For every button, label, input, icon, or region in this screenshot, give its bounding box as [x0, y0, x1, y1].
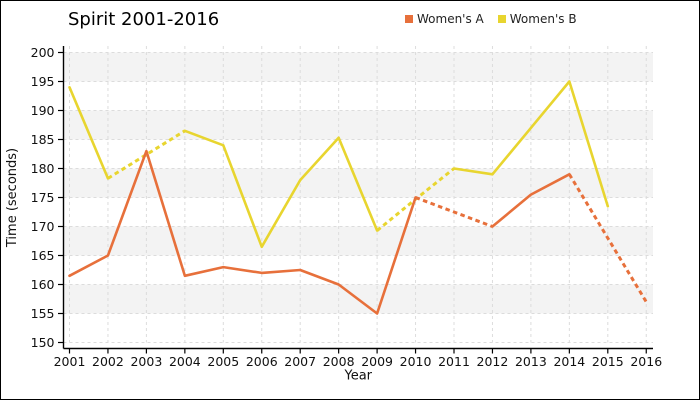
svg-text:2004: 2004: [169, 354, 201, 369]
svg-text:160: 160: [31, 277, 55, 292]
background-bands: [63, 52, 653, 314]
tick-marks: [58, 51, 647, 354]
svg-text:170: 170: [31, 219, 55, 234]
svg-text:2012: 2012: [477, 354, 509, 369]
svg-text:2003: 2003: [130, 354, 162, 369]
legend: Women's A Women's B: [405, 12, 577, 26]
legend-label-womens-a: Women's A: [417, 12, 484, 26]
svg-text:2016: 2016: [630, 354, 662, 369]
gridlines: [63, 46, 653, 343]
legend-label-womens-b: Women's B: [509, 12, 577, 26]
svg-text:165: 165: [31, 248, 55, 263]
svg-text:2002: 2002: [92, 354, 124, 369]
svg-text:150: 150: [31, 335, 55, 350]
series-line-women-s-a: [68, 149, 648, 315]
svg-text:2014: 2014: [553, 354, 585, 369]
svg-text:185: 185: [31, 132, 55, 147]
svg-text:2010: 2010: [400, 354, 432, 369]
svg-text:2015: 2015: [592, 354, 624, 369]
y-axis-title: Time (seconds): [5, 148, 20, 248]
svg-text:195: 195: [31, 74, 55, 89]
svg-text:2001: 2001: [54, 354, 86, 369]
svg-text:155: 155: [31, 306, 55, 321]
chart-title: Spirit 2001-2016: [68, 9, 220, 30]
svg-text:190: 190: [31, 103, 55, 118]
svg-text:2011: 2011: [438, 354, 470, 369]
x-axis-title: Year: [343, 369, 372, 384]
legend-marker-womens-b-icon: [497, 15, 506, 23]
svg-text:200: 200: [31, 45, 55, 60]
legend-item-womens-a[interactable]: Women's A: [405, 12, 484, 26]
svg-text:180: 180: [31, 161, 55, 176]
svg-text:2005: 2005: [207, 354, 239, 369]
svg-text:2013: 2013: [515, 354, 547, 369]
svg-text:2006: 2006: [246, 354, 278, 369]
y-tick-labels: 150 155 160 165 170 175 180 185 190 195 200: [31, 45, 55, 350]
svg-text:175: 175: [31, 190, 55, 205]
svg-text:2009: 2009: [361, 354, 393, 369]
x-tick-labels: 2001 2002 2003 2004 2005 2006 2007 2008 2009 2010…: [54, 354, 663, 369]
svg-text:2007: 2007: [284, 354, 316, 369]
svg-text:2008: 2008: [323, 354, 355, 369]
legend-marker-womens-a-icon: [405, 15, 413, 23]
legend-item-womens-b[interactable]: Women's B: [497, 12, 577, 26]
